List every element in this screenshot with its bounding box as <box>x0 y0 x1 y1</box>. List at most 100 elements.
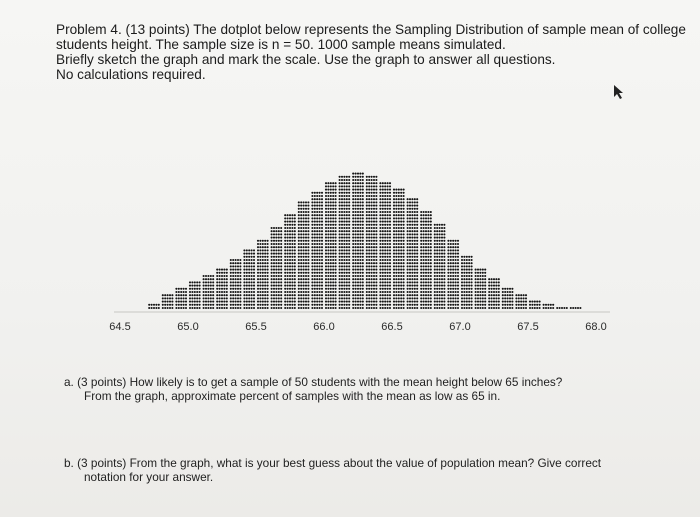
data-dot <box>327 191 330 194</box>
data-dot <box>302 281 305 284</box>
data-dot <box>413 278 416 281</box>
data-dot <box>356 226 360 230</box>
data-dot <box>245 303 248 306</box>
data-dot <box>275 242 278 246</box>
data-dot <box>402 281 405 284</box>
data-dot <box>304 204 308 207</box>
data-dot <box>248 300 251 303</box>
data-dot <box>356 258 360 262</box>
data-dot <box>329 194 332 198</box>
data-dot <box>368 239 371 242</box>
data-dot <box>307 242 310 246</box>
data-dot <box>293 249 296 252</box>
data-dot <box>379 246 382 249</box>
data-dot <box>384 230 387 233</box>
data-dot <box>422 239 425 242</box>
data-dot <box>411 278 414 281</box>
data-dot <box>338 201 341 204</box>
data-dot <box>375 300 378 303</box>
data-dot <box>524 303 528 306</box>
data-dot <box>248 262 251 265</box>
data-dot <box>327 210 330 214</box>
data-dot <box>375 255 378 258</box>
data-dot <box>316 246 319 249</box>
data-dot <box>416 249 419 252</box>
data-dot <box>370 265 373 268</box>
data-dot <box>381 303 384 306</box>
data-dot <box>372 233 376 236</box>
data-dot <box>547 306 550 310</box>
x-tick-label: 67.0 <box>449 321 470 333</box>
data-dot <box>427 230 430 233</box>
data-dot <box>318 217 321 220</box>
data-dot <box>359 271 362 274</box>
data-dot <box>261 281 264 284</box>
data-dot <box>291 233 294 236</box>
data-dot <box>284 271 287 274</box>
data-dot <box>438 274 441 278</box>
data-dot <box>381 271 384 274</box>
data-dot <box>381 278 384 281</box>
data-dot <box>422 303 425 306</box>
data-dot <box>291 220 294 223</box>
data-dot <box>381 306 384 310</box>
data-dot <box>443 242 446 246</box>
data-dot <box>356 274 360 278</box>
data-dot <box>345 246 348 249</box>
data-dot <box>239 262 242 265</box>
data-dot <box>408 255 412 258</box>
data-dot <box>427 223 430 226</box>
data-dot <box>334 246 337 249</box>
data-dot <box>280 262 283 265</box>
data-dot <box>420 236 423 239</box>
data-dot <box>481 287 484 290</box>
data-dot <box>484 303 487 306</box>
data-dot <box>359 242 362 246</box>
data-dot <box>392 281 396 284</box>
data-dot <box>379 274 382 278</box>
data-dot <box>402 246 405 249</box>
data-dot <box>443 265 446 268</box>
data-dot <box>184 287 188 290</box>
data-dot <box>352 217 355 220</box>
data-dot <box>429 262 432 265</box>
data-dot <box>256 239 260 242</box>
data-dot <box>327 290 330 294</box>
data-dot <box>259 255 262 258</box>
data-dot <box>395 262 398 265</box>
data-dot <box>524 306 528 310</box>
data-dot <box>318 191 321 194</box>
data-dot <box>429 278 432 281</box>
data-dot <box>291 297 294 300</box>
dotplot-chart: 64.5 65.0 65.5 66.0 66.5 67.0 67.5 68.0 <box>109 172 610 333</box>
data-dot <box>248 303 251 306</box>
data-dot <box>307 239 310 242</box>
data-dot <box>372 303 376 306</box>
data-dot <box>307 287 310 290</box>
data-dot <box>506 287 509 290</box>
data-dot <box>302 303 305 306</box>
data-dot <box>440 281 444 284</box>
data-dot <box>332 217 335 220</box>
data-dot <box>386 262 389 265</box>
data-dot <box>302 274 305 278</box>
data-dot <box>252 249 256 252</box>
data-dot <box>452 268 455 271</box>
data-dot <box>218 287 221 290</box>
data-dot <box>400 214 403 217</box>
data-dot <box>348 278 351 281</box>
data-dot <box>392 258 396 262</box>
data-dot <box>397 278 400 281</box>
dot-stack <box>365 175 378 310</box>
data-dot <box>291 284 294 287</box>
data-dot <box>184 300 188 303</box>
data-dot <box>332 182 335 185</box>
data-dot <box>302 262 305 265</box>
data-dot <box>411 274 414 278</box>
data-dot <box>406 201 409 204</box>
data-dot <box>433 300 436 303</box>
data-dot <box>402 294 405 297</box>
data-dot <box>474 306 477 310</box>
data-dot <box>196 290 199 294</box>
data-dot <box>316 223 319 226</box>
